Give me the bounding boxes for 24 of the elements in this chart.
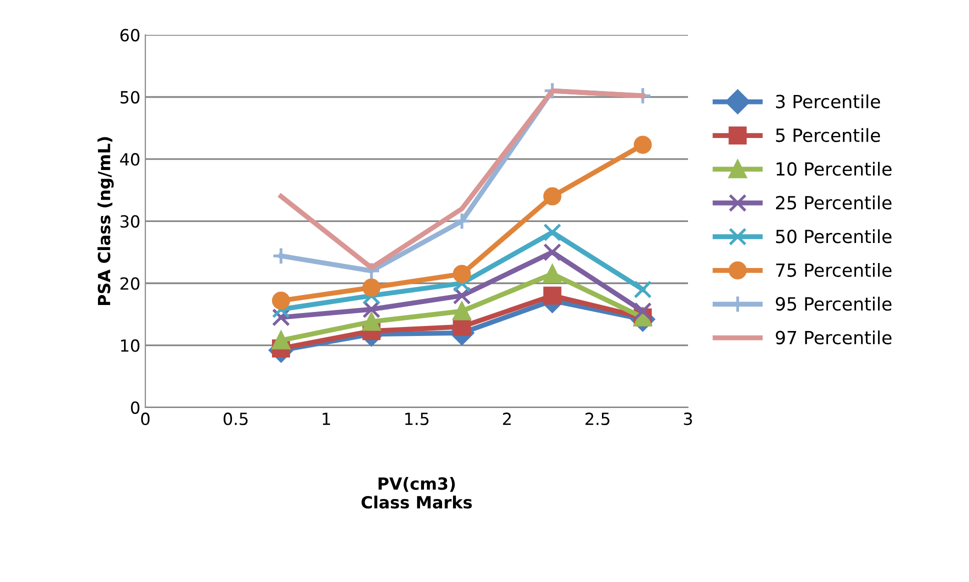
x-tick-label: 1	[322, 412, 330, 425]
y-tick-label: 40	[120, 153, 140, 166]
x-tick-label: 3	[684, 412, 692, 426]
legend-label: 95 Percentile	[776, 296, 892, 311]
y-tick-label: 10	[121, 339, 140, 352]
x-tick-label: 0	[141, 412, 150, 426]
x-tick-label: 0.5	[224, 412, 248, 426]
x-tick-label: 2	[503, 412, 511, 425]
x-axis-title: PV(cm3) Class Marks	[362, 477, 472, 509]
y-axis-title: PSA Class (ng/mL)	[97, 137, 114, 306]
y-tick-label: 0	[130, 401, 140, 414]
legend-label: 3 Percentile	[776, 94, 880, 108]
y-tick-label: 30	[120, 215, 140, 228]
y-tick-label: 20	[120, 277, 140, 290]
x-tick-label: 2.5	[586, 412, 610, 426]
legend-label: 75 Percentile	[776, 263, 892, 277]
legend-label: 50 Percentile	[776, 229, 892, 244]
y-tick-label: 60	[120, 28, 140, 42]
legend-label: 25 Percentile	[776, 196, 892, 210]
legend-label: 97 Percentile	[776, 330, 892, 344]
y-tick-label: 50	[120, 90, 140, 104]
legend-label: 5 Percentile	[776, 128, 880, 142]
x-tick-label: 1.5	[405, 412, 428, 426]
legend-label: 10 Percentile	[776, 162, 892, 176]
